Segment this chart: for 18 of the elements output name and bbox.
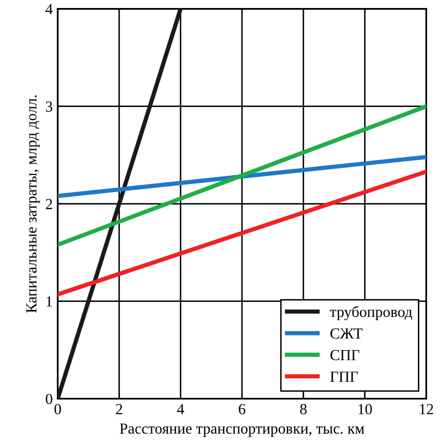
x-tick-label: 12 [420,404,434,414]
legend-label: трубопровод [330,306,412,320]
x-tick-label: 2 [116,404,122,414]
y-tick-label: 4 [46,4,53,14]
x-tick-label: 0 [54,404,61,414]
legend-label: ГПГ [330,372,358,382]
legend-label: СЖТ [330,328,362,339]
y-tick-label: 3 [46,102,52,112]
x-axis-title: Расстояние транспортировки, тыс. км [120,424,364,437]
y-tick-label: 0 [46,394,52,404]
y-axis-title: Капитальные затраты, млрд долл. [26,95,40,313]
x-tick-label: 10 [358,404,372,414]
x-tick-label: 6 [238,404,246,414]
y-tick-label: 2 [46,198,52,210]
y-tick-label: 1 [46,296,52,307]
x-tick-label: 4 [177,404,184,414]
legend-label: СПГ [330,350,360,360]
x-tick-label: 8 [300,404,307,414]
